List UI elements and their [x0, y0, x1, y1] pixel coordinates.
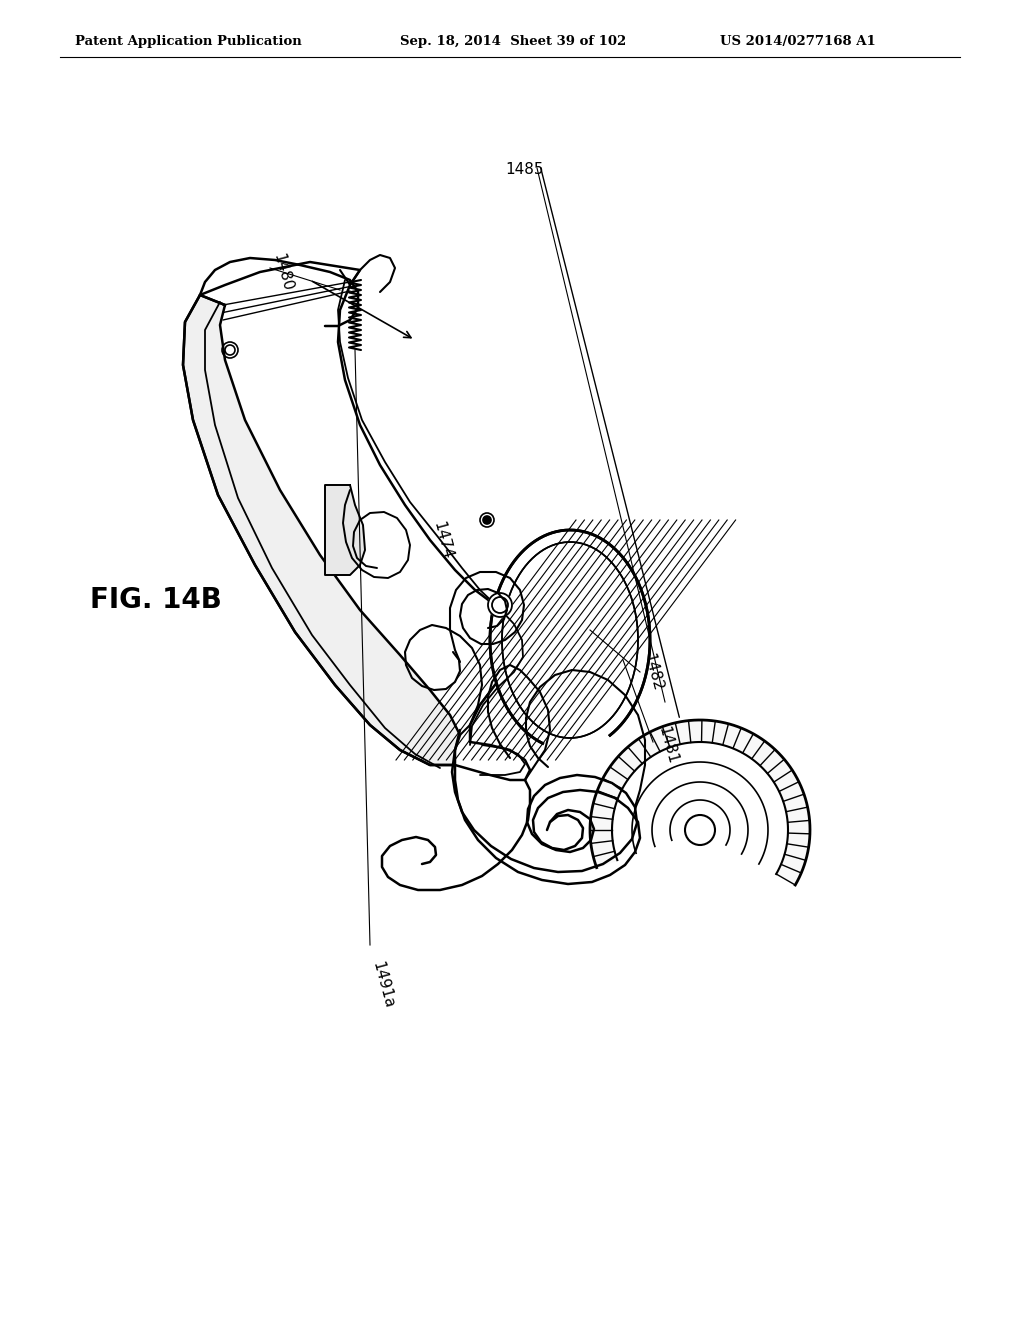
Text: FIG. 14B: FIG. 14B	[90, 586, 222, 614]
Circle shape	[483, 516, 490, 524]
Text: 1481: 1481	[655, 725, 680, 766]
Circle shape	[685, 814, 715, 845]
Text: US 2014/0277168 A1: US 2014/0277168 A1	[720, 36, 876, 48]
Text: 1485: 1485	[506, 162, 544, 177]
Polygon shape	[183, 294, 460, 766]
Text: 1491a: 1491a	[370, 960, 396, 1010]
Text: Sep. 18, 2014  Sheet 39 of 102: Sep. 18, 2014 Sheet 39 of 102	[400, 36, 627, 48]
Circle shape	[492, 597, 508, 612]
Text: 1474: 1474	[430, 520, 455, 561]
Polygon shape	[325, 484, 365, 576]
Circle shape	[480, 513, 494, 527]
Text: 1480: 1480	[270, 252, 295, 293]
Polygon shape	[183, 261, 530, 780]
Circle shape	[488, 593, 512, 616]
Polygon shape	[590, 719, 810, 884]
Polygon shape	[490, 531, 650, 743]
Text: 1482: 1482	[640, 652, 665, 693]
Text: Patent Application Publication: Patent Application Publication	[75, 36, 302, 48]
